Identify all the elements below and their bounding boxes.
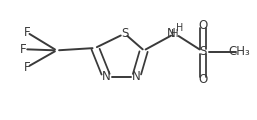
Text: S: S [121,27,128,40]
Text: H: H [171,29,179,39]
Text: N: N [167,27,176,40]
Text: F: F [24,61,30,74]
Text: S: S [199,45,207,58]
Text: N: N [102,70,111,83]
Text: CH₃: CH₃ [228,45,250,58]
Text: F: F [24,26,30,39]
Text: O: O [198,73,208,86]
Text: F: F [20,43,26,56]
Text: N: N [132,70,141,83]
Text: O: O [198,19,208,32]
Text: H: H [176,23,183,33]
